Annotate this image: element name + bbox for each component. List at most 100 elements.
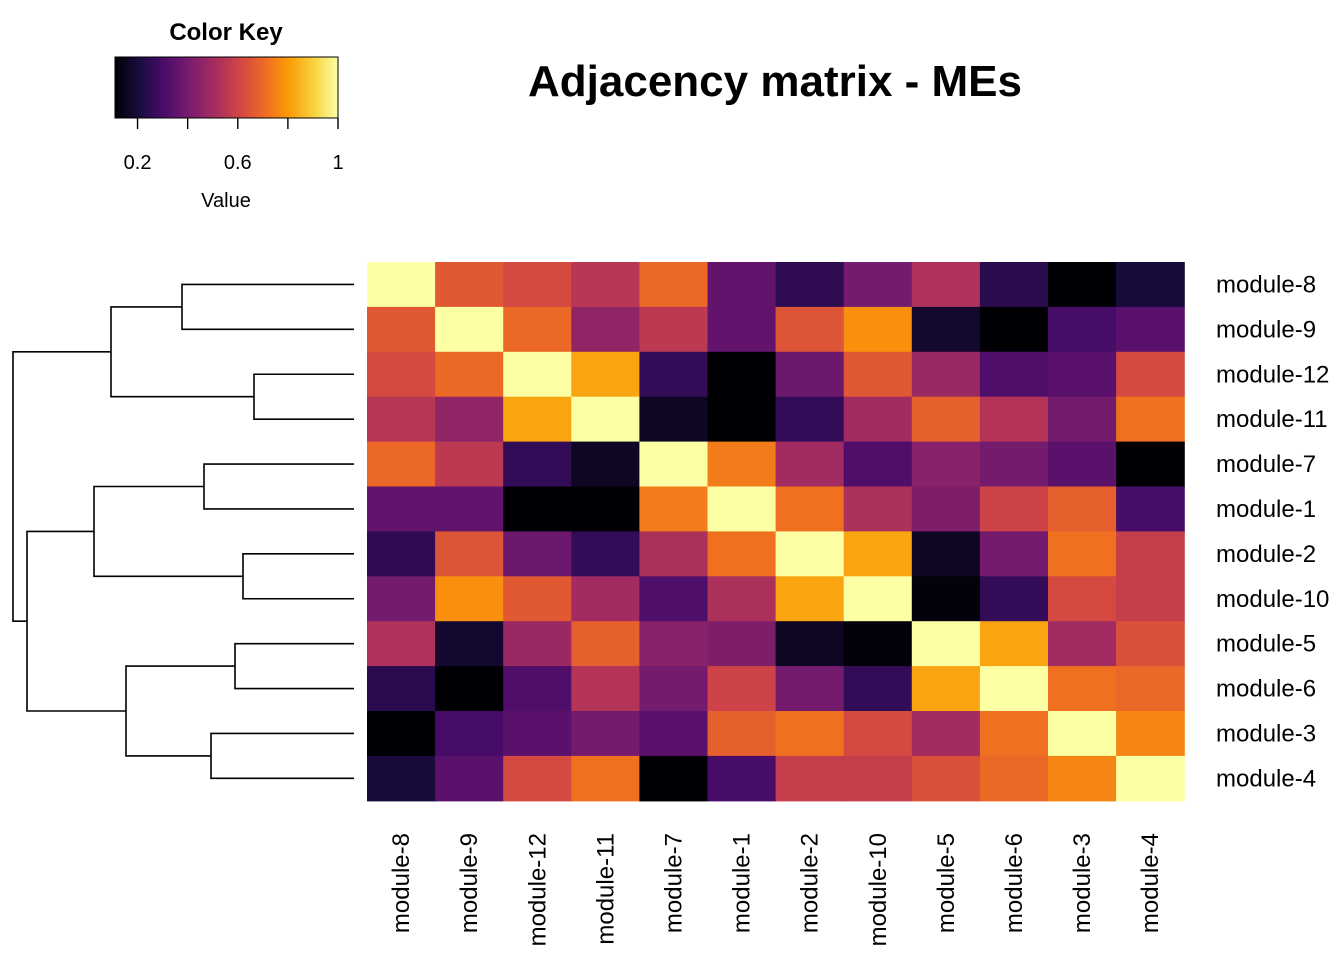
heatmap-cell xyxy=(503,666,572,712)
column-label: module-2 xyxy=(797,833,824,933)
color-key: Color Key 0.2 0.6 1 Value xyxy=(114,19,344,212)
heatmap-cell xyxy=(979,576,1049,622)
row-label: module-8 xyxy=(1216,271,1316,298)
row-label: module-4 xyxy=(1216,765,1316,792)
heatmap-cell xyxy=(979,351,1049,398)
heatmap-cell xyxy=(1048,576,1117,622)
heatmap-cell xyxy=(911,576,981,622)
heatmap-cell xyxy=(571,262,640,308)
heatmap-cell xyxy=(911,711,981,757)
dendrogram-branch xyxy=(125,665,235,757)
heatmap-cell xyxy=(1116,441,1185,488)
row-label: module-7 xyxy=(1216,451,1316,478)
heatmap-cell xyxy=(775,755,845,802)
heatmap-cell xyxy=(843,306,913,353)
heatmap-cell xyxy=(367,441,436,488)
heatmap-cell xyxy=(571,396,640,443)
heatmap-cell xyxy=(843,351,913,398)
heatmap-cell xyxy=(1048,666,1117,712)
heatmap-cell xyxy=(435,262,504,308)
heatmap-cell xyxy=(775,441,845,488)
heatmap-cell xyxy=(571,621,640,667)
color-key-label: Value xyxy=(201,190,251,212)
heatmap-cell xyxy=(843,486,913,532)
column-label: module-10 xyxy=(865,833,892,946)
heatmap-cell xyxy=(503,755,572,802)
heatmap-cell xyxy=(571,306,640,353)
heatmap-cell xyxy=(639,621,709,667)
chart-title: Adjacency matrix - MEs xyxy=(528,57,1022,106)
heatmap-cell xyxy=(707,262,777,308)
heatmap-cell xyxy=(843,666,913,712)
heatmap-cell xyxy=(367,531,436,577)
heatmap-cell xyxy=(1116,666,1185,712)
heatmap-cell xyxy=(911,262,981,308)
heatmap-cell xyxy=(979,621,1049,667)
heatmap-cell xyxy=(1116,306,1185,353)
column-label: module-12 xyxy=(524,833,551,946)
heatmap-cell xyxy=(571,531,640,577)
heatmap-cell xyxy=(1116,396,1185,443)
row-label: module-5 xyxy=(1216,631,1316,658)
heatmap-cell xyxy=(503,306,572,353)
heatmap-cell xyxy=(1116,486,1185,532)
heatmap-cell xyxy=(707,441,777,488)
heatmap-cell xyxy=(639,576,709,622)
heatmap-cell xyxy=(435,531,504,577)
dendrogram-branch xyxy=(234,642,354,690)
heatmap-cell xyxy=(979,711,1049,757)
heatmap-cell xyxy=(503,441,572,488)
heatmap-cell xyxy=(571,711,640,757)
heatmap-cell xyxy=(775,351,845,398)
heatmap-cell xyxy=(639,486,709,532)
heatmap-cell xyxy=(1048,711,1117,757)
heatmap-cell xyxy=(911,621,981,667)
heatmap-cell xyxy=(775,262,845,308)
heatmap-cell xyxy=(775,531,845,577)
row-label: module-10 xyxy=(1216,586,1329,613)
heatmap-cell xyxy=(1116,351,1185,398)
row-label: module-12 xyxy=(1216,361,1329,388)
heatmap-cell xyxy=(707,396,777,443)
dendrogram-branch xyxy=(253,373,354,420)
heatmap-cell xyxy=(639,262,709,308)
color-key-ticks: 0.2 0.6 1 xyxy=(124,118,344,174)
heatmap-cell xyxy=(639,306,709,353)
heatmap-cell xyxy=(911,531,981,577)
heatmap-cell xyxy=(843,621,913,667)
dendrogram-branch xyxy=(210,732,354,780)
heatmap-cell xyxy=(639,711,709,757)
heatmap-cell xyxy=(775,396,845,443)
heatmap-cell xyxy=(435,576,504,622)
heatmap-cell xyxy=(707,621,777,667)
row-label: module-11 xyxy=(1216,406,1328,433)
heatmap-cell xyxy=(639,755,709,802)
heatmap-cell xyxy=(911,306,981,353)
heatmap-cell xyxy=(367,576,436,622)
heatmap-cell xyxy=(639,441,709,488)
heatmap-cell xyxy=(367,486,436,532)
heatmap-cell xyxy=(1048,486,1117,532)
heatmap-cell xyxy=(775,666,845,712)
column-label: module-9 xyxy=(456,833,483,933)
heatmap-cell xyxy=(1048,621,1117,667)
heatmap-cell xyxy=(707,666,777,712)
heatmap-cell xyxy=(911,755,981,802)
heatmap-cell xyxy=(843,441,913,488)
color-key-tick-label: 1 xyxy=(332,152,343,174)
heatmap-cell xyxy=(367,621,436,667)
color-key-tick-label: 0.2 xyxy=(124,152,152,174)
heatmap-cell xyxy=(979,262,1049,308)
heatmap-cell xyxy=(911,441,981,488)
heatmap-cell xyxy=(1116,621,1185,667)
heatmap-cell xyxy=(571,755,640,802)
heatmap-cell xyxy=(367,755,436,802)
heatmap-cell xyxy=(435,396,504,443)
heatmap-cell xyxy=(503,711,572,757)
heatmap-cell xyxy=(843,576,913,622)
heatmap-cells xyxy=(367,262,1185,802)
heatmap-cell xyxy=(911,486,981,532)
heatmap-cell xyxy=(571,576,640,622)
heatmap-cell xyxy=(707,486,777,532)
